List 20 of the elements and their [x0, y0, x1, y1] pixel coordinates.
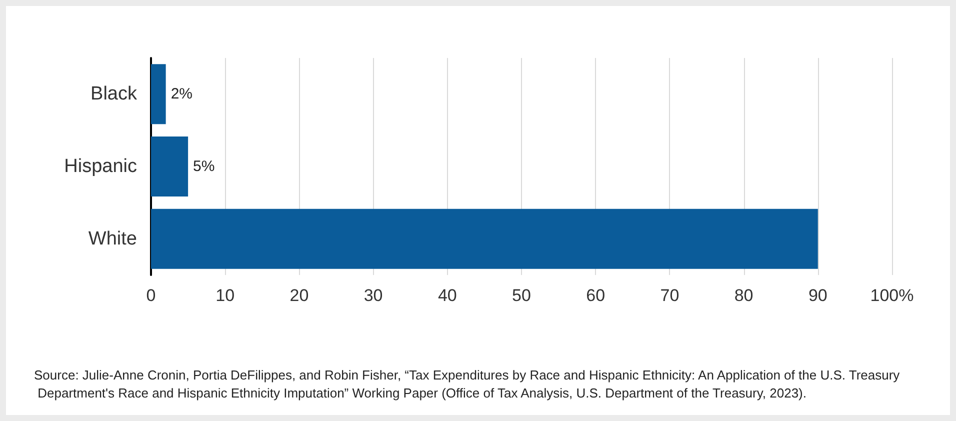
- x-tick-label: 10: [216, 286, 235, 305]
- y-tick-label: Hispanic: [64, 156, 137, 177]
- data-label: 5%: [193, 158, 215, 175]
- source-note: Source: Julie-Anne Cronin, Portia DeFilippes, and Robin Fisher, “Tax Expenditures by Race and Hispanic Ethnicity: An Application of the U.S. Treasury Department's Race and Hispanic Ethnicity Imputation” Working Paper (Office of Tax Analysis, U.S. Department of the Treasury, 2023).: [34, 368, 900, 400]
- x-tick-label: 40: [438, 286, 457, 305]
- x-tick-label: 50: [512, 286, 531, 305]
- x-tick-label: 60: [586, 286, 606, 305]
- bar: [151, 136, 188, 196]
- y-tick-label: Black: [90, 84, 138, 105]
- bar: [151, 64, 166, 124]
- x-tick-label: 20: [290, 286, 309, 305]
- x-tick-label: 70: [660, 286, 680, 305]
- x-tick-label: 80: [734, 286, 754, 305]
- y-tick-label: White: [88, 228, 137, 250]
- x-tick-label: 30: [364, 286, 383, 305]
- x-tick-label: 0: [146, 286, 156, 305]
- x-tick-label: 90: [808, 286, 828, 305]
- bar: [151, 208, 818, 269]
- x-tick-label: 100%: [870, 286, 914, 305]
- data-label: 2%: [170, 86, 193, 103]
